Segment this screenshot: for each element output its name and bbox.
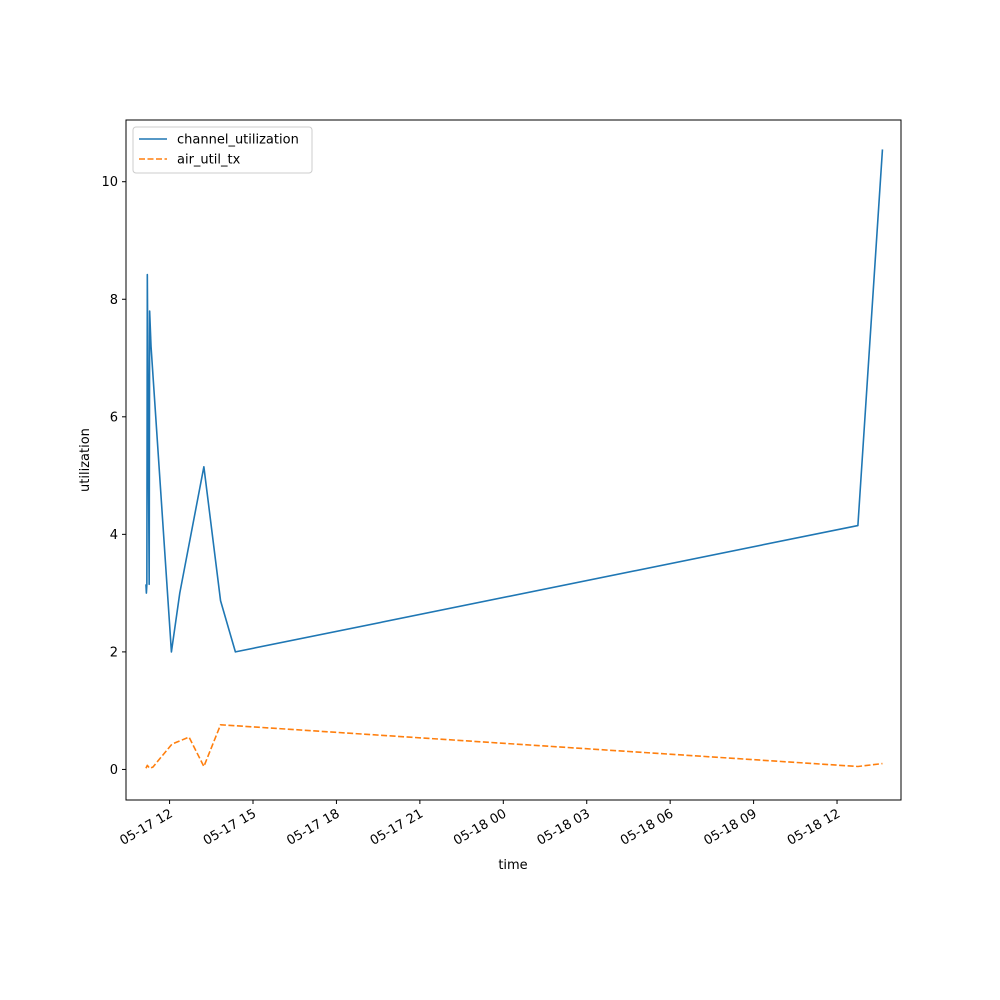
y-tick-label: 4 xyxy=(110,528,118,543)
x-tick-label: 05-18 06 xyxy=(618,806,676,848)
x-tick-label: 05-18 00 xyxy=(451,806,509,848)
y-tick-label: 2 xyxy=(110,645,118,660)
x-axis: 05-17 12 05-17 15 05-17 18 05-17 21 05-18 00… xyxy=(117,800,843,849)
x-tick-label: 05-18 03 xyxy=(535,806,593,848)
x-tick-label: 05-18 12 xyxy=(785,806,843,848)
y-tick-label: 8 xyxy=(110,293,118,308)
y-tick-label: 0 xyxy=(110,763,118,778)
plot-area xyxy=(125,119,902,801)
y-tick-label: 6 xyxy=(110,410,118,425)
x-tick-label: 05-18 09 xyxy=(701,806,759,848)
x-axis-label: time xyxy=(498,858,527,873)
x-tick-label: 05-17 18 xyxy=(284,806,342,848)
legend-label-air-util-tx: air_util_tx xyxy=(177,153,241,168)
y-axis: 0 2 4 6 8 10 xyxy=(101,175,126,778)
y-axis-label: utilization xyxy=(78,428,93,492)
legend-box xyxy=(132,126,313,174)
x-tick-label: 05-17 12 xyxy=(117,806,175,848)
x-tick-label: 05-17 21 xyxy=(368,806,426,848)
series-line-air-util-tx xyxy=(145,723,883,770)
x-tick-label: 05-17 15 xyxy=(201,806,259,848)
series-line-channel-utilization xyxy=(145,149,884,653)
axes-frame xyxy=(125,119,902,801)
y-tick-label: 10 xyxy=(101,175,118,190)
legend-label-channel-utilization: channel_utilization xyxy=(177,133,299,148)
series-layer xyxy=(145,149,884,770)
legend: channel_utilization air_util_tx xyxy=(132,126,313,174)
